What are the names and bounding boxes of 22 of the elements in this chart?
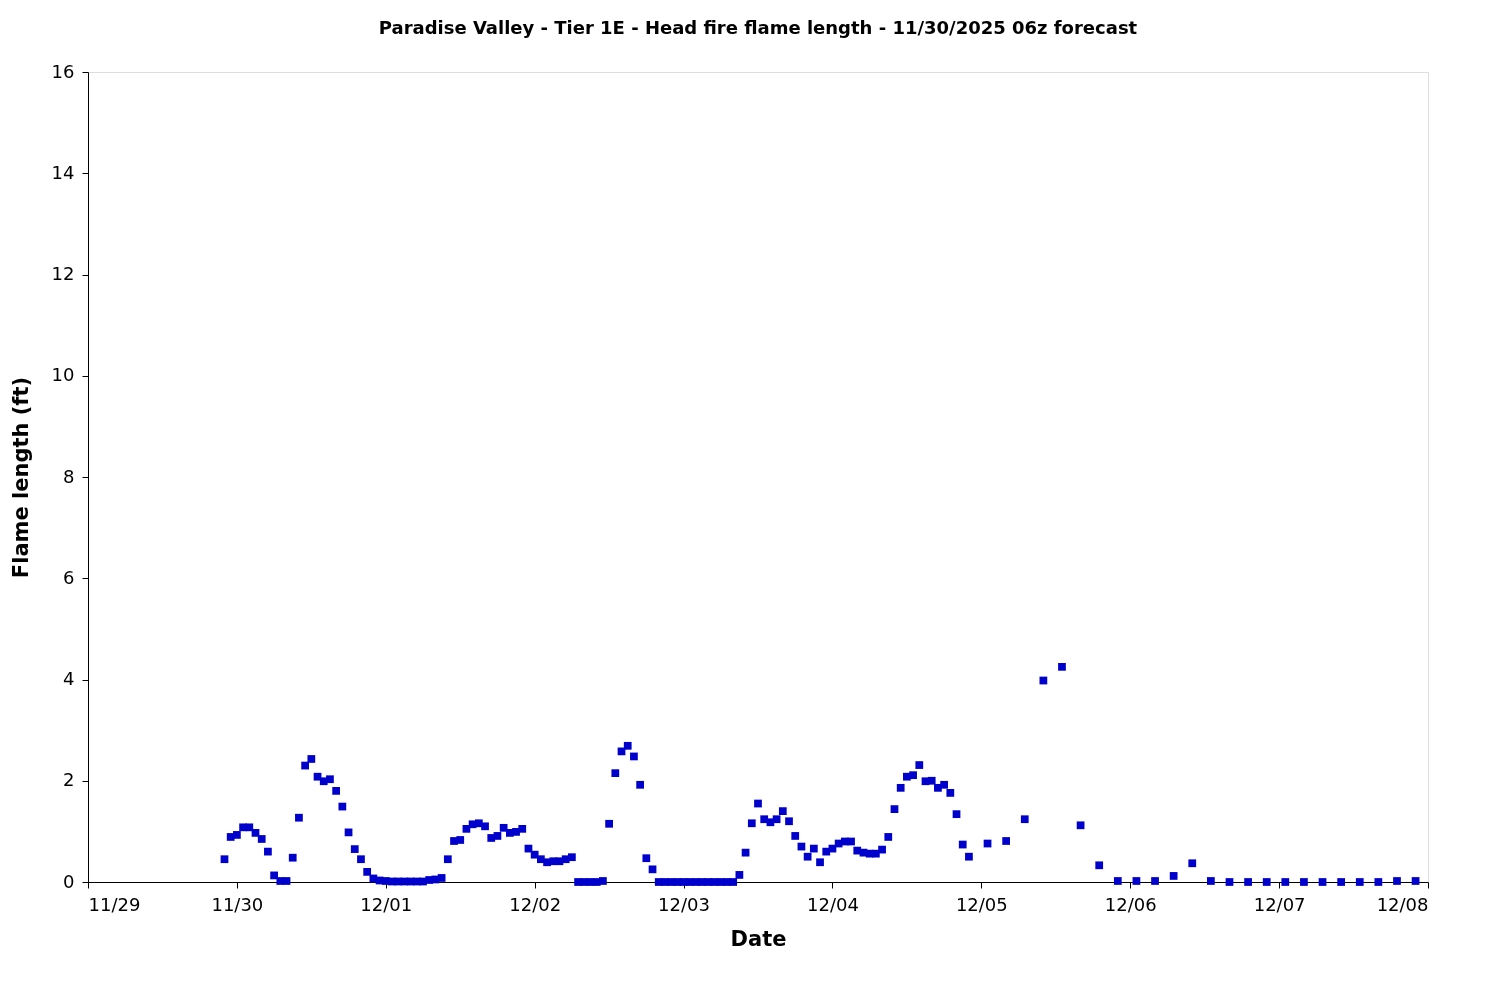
- x-tick-label: 12/06: [1104, 893, 1157, 915]
- x-tick-label: 11/30: [211, 893, 264, 915]
- y-tick-label: 0: [63, 870, 75, 892]
- x-tick-label: 12/07: [1253, 893, 1306, 915]
- x-tick-label: 12/01: [360, 893, 413, 915]
- x-tick-label: 12/04: [807, 893, 859, 915]
- y-axis-title: Flame length (ft): [8, 376, 33, 579]
- x-tick-label: 12/02: [509, 893, 562, 915]
- x-axis-title: Date: [730, 926, 787, 951]
- y-tick-label: 8: [63, 465, 75, 487]
- y-tick-label: 4: [63, 668, 75, 689]
- chart-title: Paradise Valley - Tier 1E - Head fire flame length - 11/30/2025 06z forecast: [378, 17, 1138, 38]
- y-tick-label: 2: [63, 769, 75, 791]
- y-tick-label: 10: [51, 364, 75, 386]
- x-tick-label: 12/08: [1376, 893, 1429, 915]
- y-tick-label: 12: [51, 263, 75, 284]
- y-tick-label: 6: [63, 566, 75, 588]
- x-tick-label: 11/29: [88, 893, 141, 915]
- y-tick-label: 14: [51, 161, 75, 183]
- y-tick-label: 16: [51, 60, 75, 82]
- x-tick-label: 12/03: [658, 893, 710, 915]
- x-tick-label: 12/05: [955, 893, 1008, 915]
